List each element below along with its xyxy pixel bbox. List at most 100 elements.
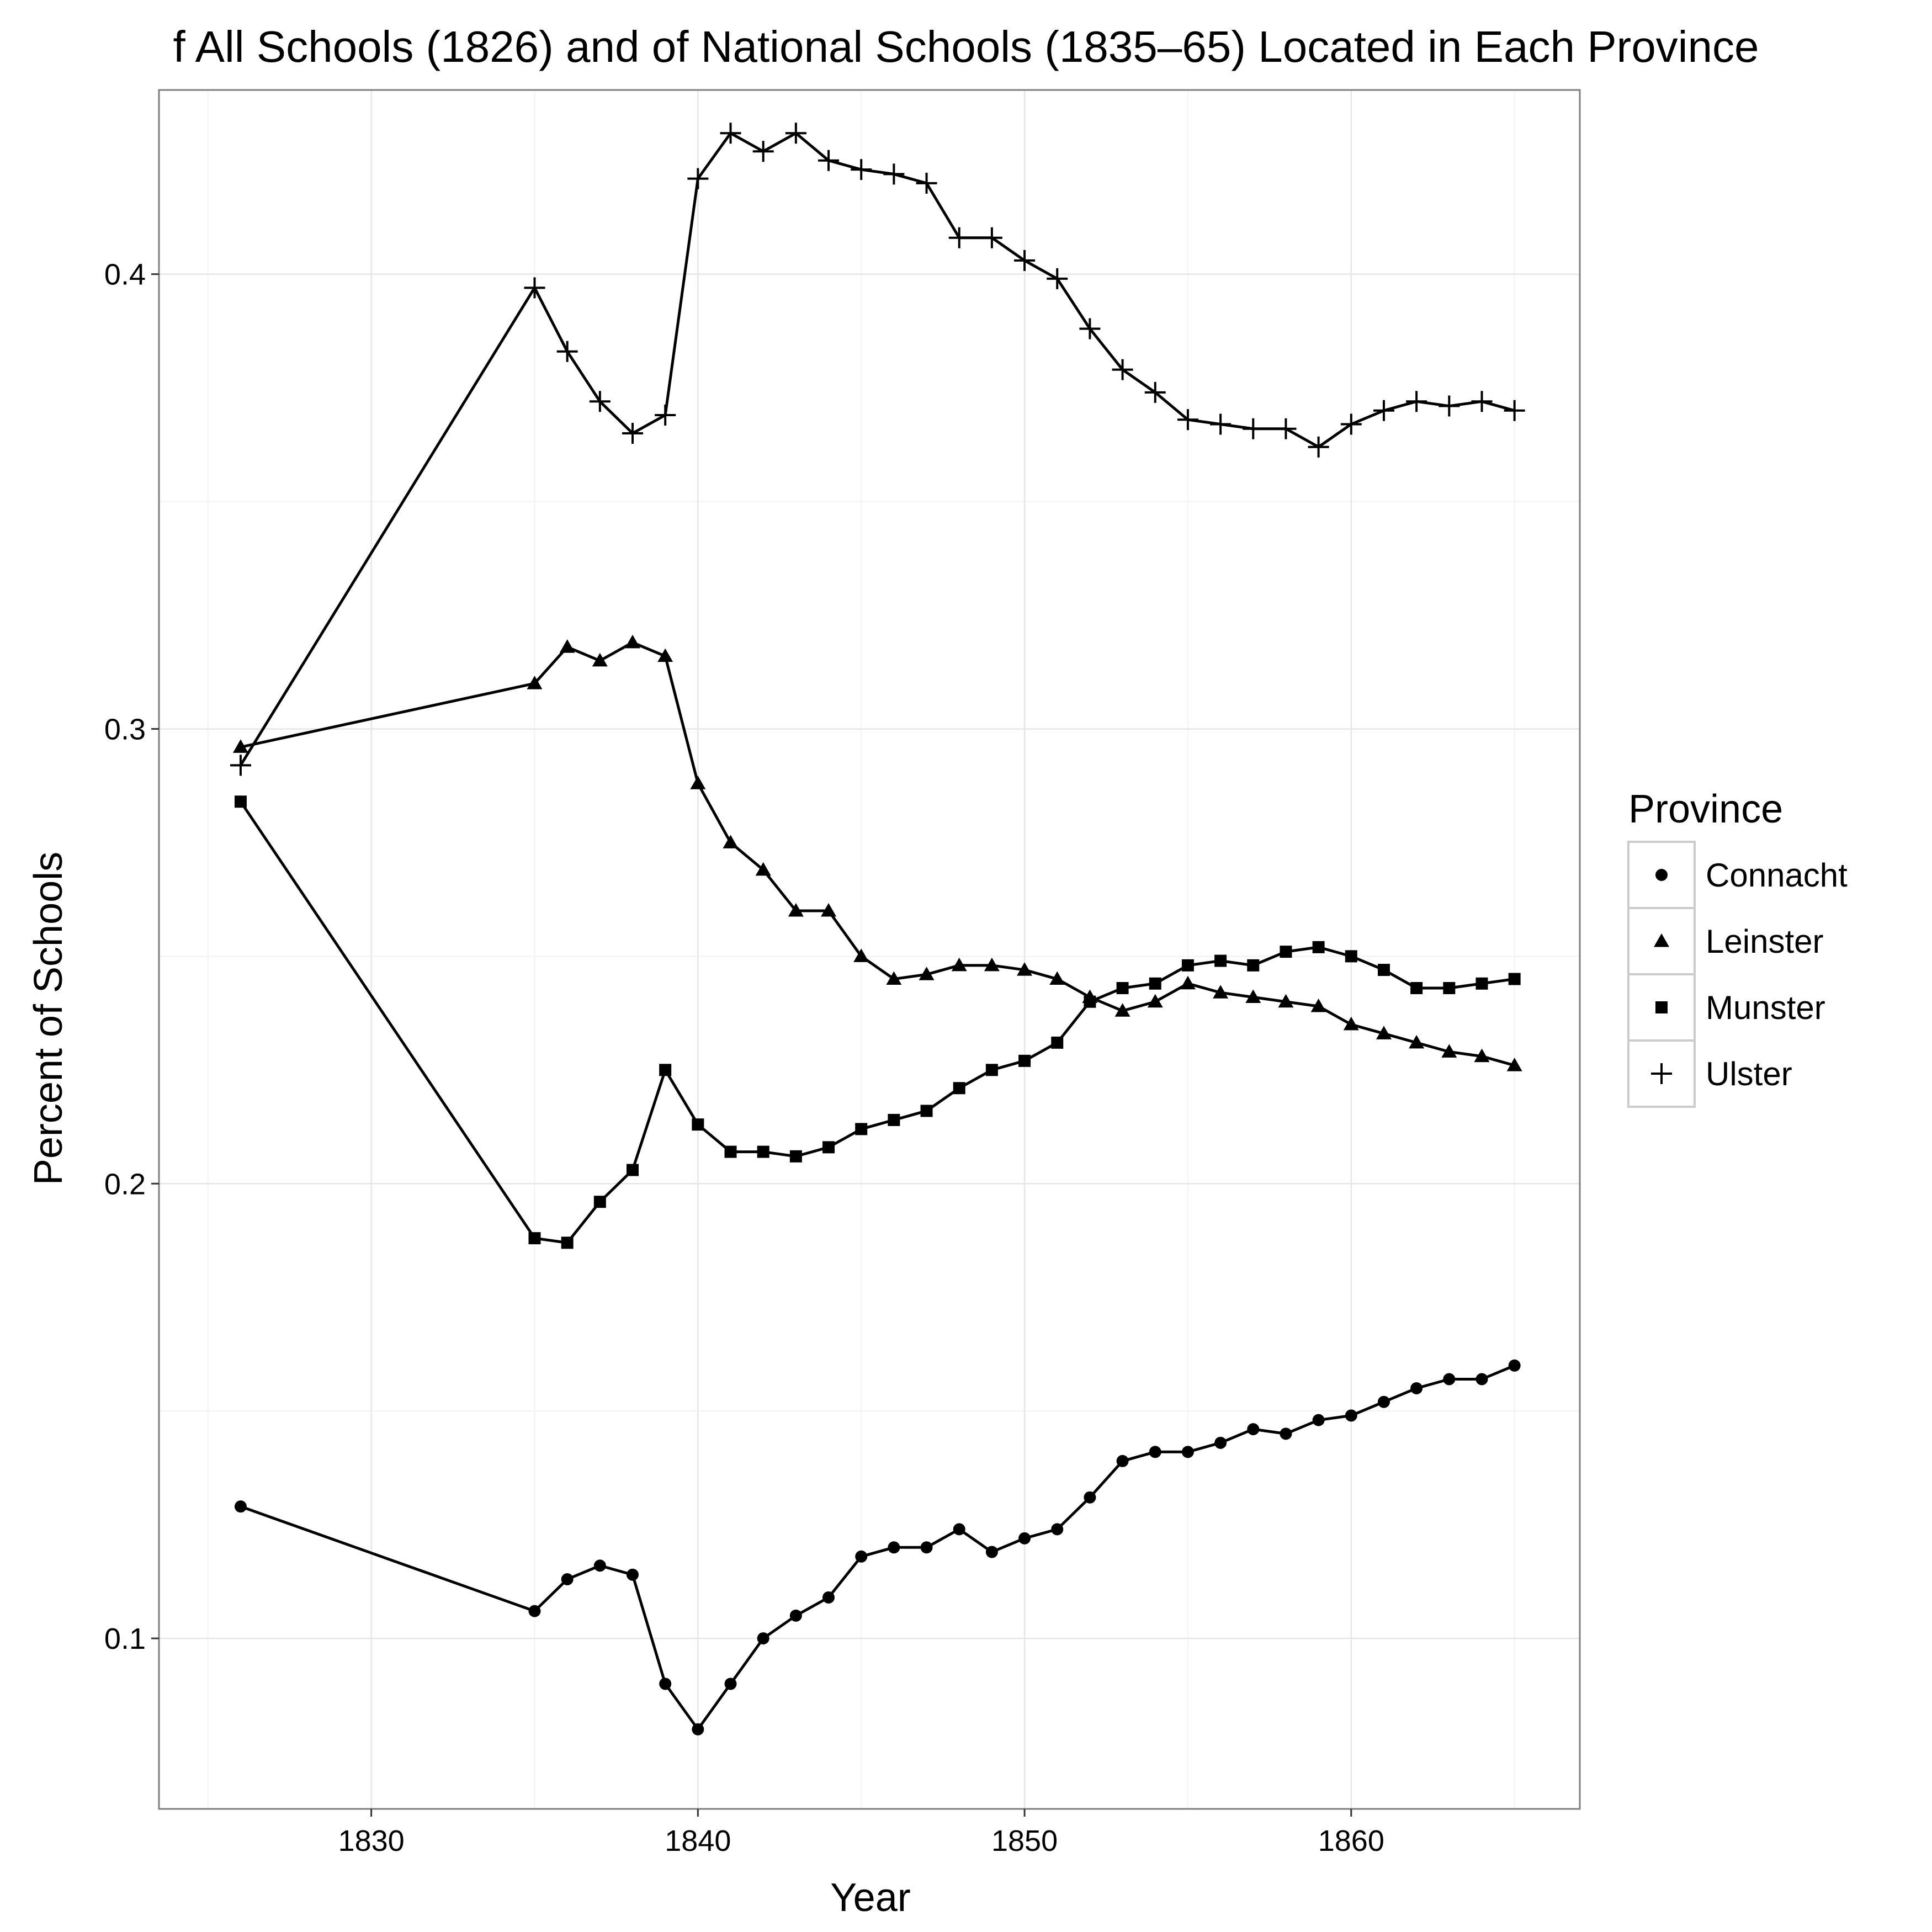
x-tick-label: 1860 <box>1318 1824 1384 1857</box>
data-point-leinster <box>853 948 869 962</box>
legend-label: Munster <box>1706 989 1825 1026</box>
data-point-connacht <box>1018 1532 1031 1544</box>
legend-label: Connacht <box>1706 857 1848 894</box>
x-tick-label: 1830 <box>338 1824 405 1857</box>
data-point-munster <box>234 795 247 808</box>
data-point-munster <box>985 1064 998 1076</box>
data-point-leinster <box>657 648 673 662</box>
data-point-leinster <box>1049 971 1065 985</box>
data-point-ulster <box>524 277 545 299</box>
legend-marker-munster <box>1655 1001 1668 1013</box>
data-point-ulster <box>1079 318 1101 339</box>
data-point-munster <box>1280 946 1292 958</box>
data-point-ulster <box>1308 436 1329 458</box>
data-point-leinster <box>755 862 771 876</box>
data-point-munster <box>593 1196 606 1208</box>
data-point-leinster <box>1474 1048 1490 1063</box>
data-point-connacht <box>1345 1409 1357 1422</box>
data-point-connacht <box>1051 1523 1064 1536</box>
data-point-ulster <box>556 341 578 362</box>
data-point-connacht <box>1312 1414 1325 1426</box>
data-point-leinster <box>1278 994 1294 1008</box>
data-point-ulster <box>687 168 709 189</box>
data-point-munster <box>822 1141 835 1154</box>
data-point-leinster <box>1441 1044 1457 1058</box>
data-point-connacht <box>789 1609 802 1622</box>
data-point-leinster <box>1017 962 1033 976</box>
data-point-connacht <box>953 1523 965 1536</box>
legend-label: Leinster <box>1706 923 1823 960</box>
data-point-munster <box>561 1236 574 1249</box>
data-point-ulster <box>948 227 970 248</box>
data-point-connacht <box>1508 1359 1521 1372</box>
data-point-munster <box>1312 941 1325 953</box>
data-point-ulster <box>589 391 611 412</box>
data-point-leinster <box>1343 1016 1359 1031</box>
y-tick-label: 0.2 <box>104 1167 146 1201</box>
data-point-ulster <box>785 123 806 144</box>
data-point-munster <box>627 1164 639 1176</box>
data-point-connacht <box>593 1559 606 1572</box>
data-point-ulster <box>1373 400 1394 421</box>
series-munster <box>234 795 1521 1249</box>
data-point-leinster <box>788 903 804 917</box>
data-point-ulster <box>1177 409 1198 431</box>
data-point-leinster <box>1310 998 1326 1012</box>
data-point-ulster <box>1406 391 1427 412</box>
data-point-munster <box>920 1105 933 1117</box>
legend-marker-leinster <box>1654 933 1669 947</box>
data-point-leinster <box>232 739 248 753</box>
data-point-leinster <box>984 957 1000 972</box>
data-point-leinster <box>821 903 837 917</box>
data-point-ulster <box>1243 418 1264 439</box>
data-point-ulster <box>230 755 251 776</box>
data-point-leinster <box>1213 985 1229 999</box>
series-leinster <box>232 634 1522 1071</box>
grid <box>159 90 1580 1809</box>
series-line-leinster <box>240 641 1515 1067</box>
data-point-leinster <box>1180 975 1196 990</box>
data-point-connacht <box>1475 1373 1488 1386</box>
data-point-munster <box>757 1145 769 1158</box>
data-point-munster <box>659 1064 672 1076</box>
data-point-munster <box>1051 1036 1064 1049</box>
legend-item-connacht: Connacht <box>1627 841 1848 909</box>
y-tick-label: 0.3 <box>104 713 146 746</box>
x-axis-title: Year <box>830 1876 910 1920</box>
data-point-connacht <box>1214 1436 1227 1449</box>
data-point-connacht <box>1377 1395 1390 1408</box>
series-connacht <box>234 1359 1521 1735</box>
x-tick-label: 1840 <box>665 1824 731 1857</box>
data-point-leinster <box>1245 989 1261 1003</box>
data-point-ulster <box>1340 413 1362 435</box>
data-point-munster <box>724 1145 737 1158</box>
data-point-connacht <box>985 1546 998 1558</box>
data-point-connacht <box>920 1541 933 1554</box>
data-point-connacht <box>1247 1423 1260 1436</box>
data-point-leinster <box>690 776 706 789</box>
legend-marker-ulster <box>1651 1063 1672 1084</box>
data-point-leinster <box>1409 1034 1425 1049</box>
data-point-munster <box>1410 982 1423 995</box>
data-point-leinster <box>527 676 543 689</box>
data-point-ulster <box>1275 418 1297 439</box>
data-point-ulster <box>981 227 1002 248</box>
legend: Province Connacht Leinster Munster Ulster <box>1627 787 1848 1108</box>
plot-panel-border <box>158 89 1581 1810</box>
data-point-leinster <box>559 639 575 653</box>
legend-marker-connacht <box>1655 869 1668 881</box>
x-tick-label: 1850 <box>991 1824 1058 1857</box>
data-point-ulster <box>1047 268 1068 289</box>
data-point-munster <box>1345 950 1357 963</box>
data-point-leinster <box>1506 1058 1522 1071</box>
data-point-connacht <box>561 1573 574 1585</box>
data-point-ulster <box>655 405 676 426</box>
data-point-connacht <box>692 1723 704 1735</box>
data-point-leinster <box>592 652 608 667</box>
data-point-connacht <box>855 1550 868 1563</box>
data-point-munster <box>855 1123 868 1135</box>
data-point-munster <box>528 1232 541 1245</box>
data-point-connacht <box>822 1591 835 1604</box>
series-layer <box>230 123 1525 1735</box>
data-point-ulster <box>1504 400 1525 421</box>
